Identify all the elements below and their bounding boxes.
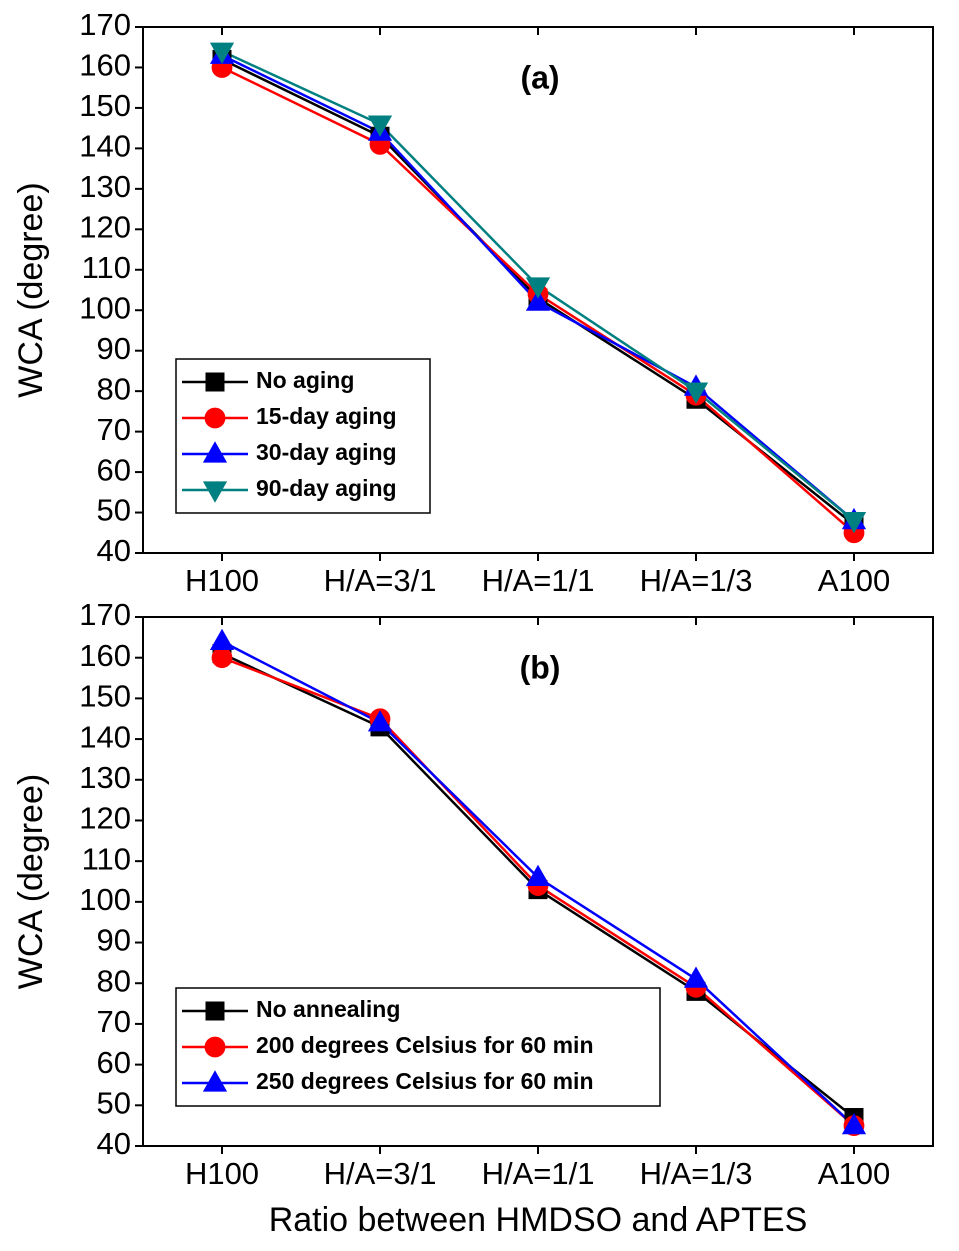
data-point	[683, 966, 709, 988]
x-axis-label: Ratio between HMDSO and APTES	[269, 1201, 808, 1239]
legend-label: 30-day aging	[256, 439, 397, 465]
y-tick-label: 120	[79, 801, 131, 836]
x-tick-label: H/A=1/3	[640, 1156, 753, 1191]
y-axis-label: WCA (degree)	[12, 182, 50, 397]
y-tick-label: 160	[79, 48, 131, 83]
x-tick-label: H/A=1/1	[482, 1156, 595, 1191]
data-point	[683, 382, 709, 404]
legend-label: No annealing	[256, 996, 400, 1022]
data-point	[367, 115, 393, 137]
y-tick-label: 140	[79, 129, 131, 164]
x-tick-label: H100	[185, 563, 259, 598]
y-tick-label: 70	[97, 412, 131, 447]
legend-label: No aging	[256, 367, 354, 393]
legend-box	[175, 987, 661, 1107]
y-tick-label: 60	[97, 1045, 131, 1080]
data-point	[841, 512, 867, 534]
x-tick-label: H/A=1/3	[640, 563, 753, 598]
y-tick-label: 110	[82, 841, 131, 876]
x-tick-label: H100	[185, 1156, 259, 1191]
legend-marker	[205, 1001, 225, 1021]
y-tick-label: 170	[79, 597, 131, 632]
y-tick-label: 90	[97, 331, 131, 366]
chart-title: (a)	[520, 59, 559, 95]
x-tick-label: H/A=3/1	[324, 1156, 437, 1191]
legend-label: 90-day aging	[256, 475, 397, 501]
data-point	[525, 277, 551, 299]
data-point	[209, 628, 235, 651]
chart-title: (b)	[520, 649, 561, 685]
data-point	[209, 42, 235, 64]
data-point	[841, 1112, 867, 1135]
legend-label: 15-day aging	[256, 403, 397, 429]
y-tick-label: 80	[97, 371, 131, 406]
x-tick-label: H/A=3/1	[324, 563, 437, 598]
legend-marker	[202, 481, 228, 503]
y-tick-label: 110	[82, 250, 131, 285]
data-point	[525, 864, 551, 887]
y-tick-label: 120	[79, 209, 131, 244]
data-point	[211, 647, 233, 669]
y-tick-label: 150	[79, 679, 131, 714]
legend-marker	[204, 407, 226, 429]
y-tick-label: 90	[97, 923, 131, 958]
y-tick-label: 40	[97, 533, 131, 568]
y-tick-label: 150	[79, 88, 131, 123]
y-tick-label: 100	[79, 882, 131, 917]
x-tick-label: A100	[818, 1156, 890, 1191]
y-tick-label: 50	[97, 1085, 131, 1120]
x-tick-label: H/A=1/1	[482, 563, 595, 598]
legend-marker	[205, 372, 225, 392]
y-tick-label: 170	[79, 7, 131, 42]
y-tick-label: 130	[79, 760, 131, 795]
y-tick-label: 160	[79, 638, 131, 673]
legend-marker	[202, 441, 228, 463]
legend-marker	[204, 1036, 226, 1058]
y-axis-label: WCA (degree)	[12, 774, 50, 989]
legend-label: 200 degrees Celsius for 60 min	[256, 1032, 594, 1058]
legend-label: 250 degrees Celsius for 60 min	[256, 1068, 594, 1094]
y-tick-label: 100	[79, 290, 131, 325]
y-tick-label: 50	[97, 493, 131, 528]
y-tick-label: 130	[79, 169, 131, 204]
data-point	[367, 710, 393, 732]
y-tick-label: 140	[79, 719, 131, 754]
y-tick-label: 40	[97, 1126, 131, 1161]
y-tick-label: 60	[97, 452, 131, 487]
legend-marker	[202, 1070, 228, 1092]
data-point	[525, 289, 551, 311]
y-tick-label: 80	[97, 963, 131, 998]
x-tick-label: A100	[818, 563, 890, 598]
y-tick-label: 70	[97, 1004, 131, 1039]
